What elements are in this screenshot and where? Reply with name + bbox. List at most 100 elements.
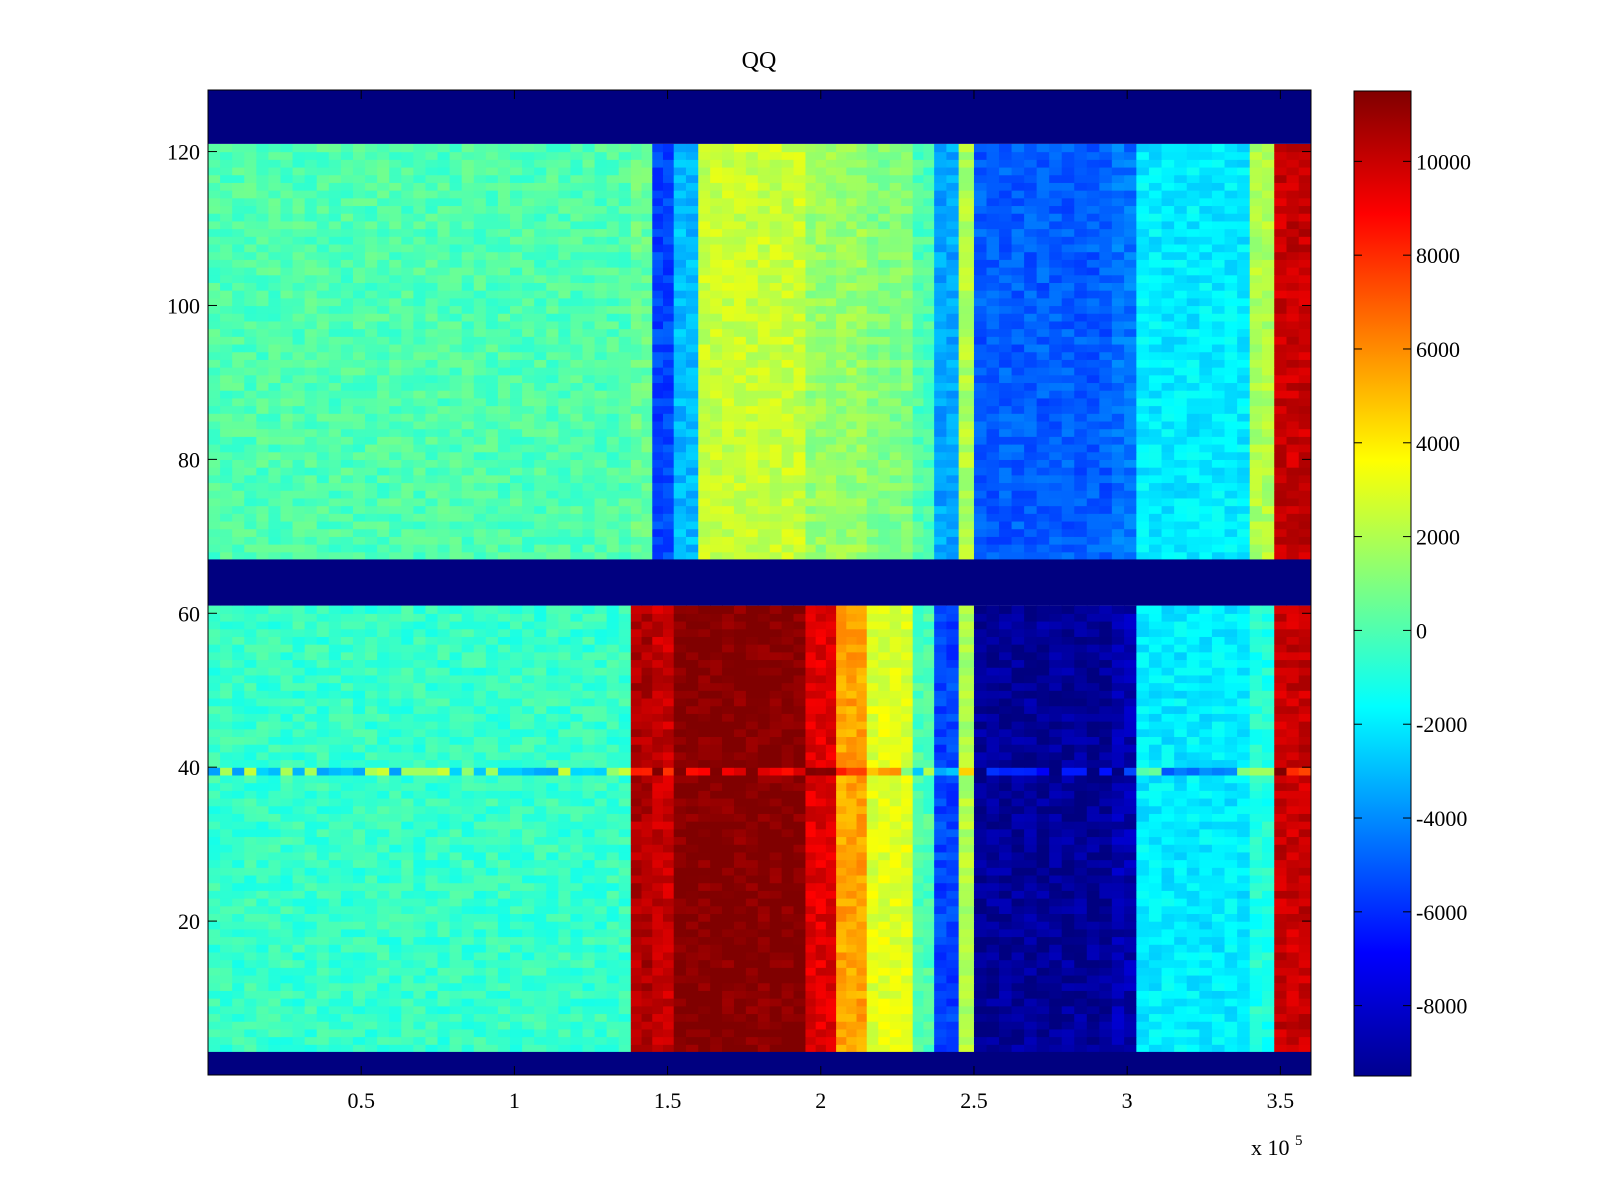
- heatmap-cell: [1011, 520, 1025, 530]
- heatmap-cell: [1199, 390, 1213, 399]
- heatmap-cell: [280, 367, 294, 376]
- heatmap-cell: [1024, 382, 1038, 391]
- heatmap-cell: [698, 497, 711, 507]
- heatmap-cell: [836, 467, 847, 476]
- heatmap-cell: [1199, 320, 1213, 330]
- heatmap-cell: [805, 274, 817, 283]
- heatmap-cell: [710, 313, 723, 322]
- heatmap-cell: [220, 451, 233, 460]
- heatmap-cell: [1111, 166, 1125, 176]
- heatmap-cell: [757, 220, 771, 230]
- heatmap-cell: [710, 459, 723, 468]
- heatmap-cell: [437, 266, 451, 276]
- heatmap-cell: [1136, 328, 1150, 337]
- heatmap-cell: [825, 467, 837, 476]
- heatmap-cell: [534, 151, 547, 160]
- heatmap-cell: [377, 213, 390, 222]
- heatmap-cell: [328, 467, 342, 476]
- heatmap-cell: [534, 166, 547, 176]
- heatmap-cell: [1298, 190, 1311, 199]
- heatmap-cell: [292, 505, 306, 514]
- heatmap-cell: [986, 436, 1000, 445]
- heatmap-cell: [570, 551, 584, 561]
- heatmap-cell: [1224, 228, 1238, 237]
- heatmap-cell: [1249, 351, 1263, 360]
- heatmap-cell: [793, 220, 807, 230]
- heatmap-cell: [546, 282, 559, 291]
- heatmap-cell: [534, 428, 547, 437]
- heatmap-cell: [377, 390, 390, 399]
- heatmap-cell: [340, 205, 354, 214]
- heatmap-cell: [208, 259, 221, 268]
- heatmap-cell: [582, 205, 596, 214]
- heatmap-cell: [878, 182, 891, 191]
- heatmap-cell: [901, 397, 914, 407]
- heatmap-cell: [280, 359, 294, 368]
- heatmap-cell: [389, 497, 402, 507]
- heatmap-cell: [510, 428, 523, 437]
- heatmap-cell: [934, 166, 947, 176]
- heatmap-cell: [1261, 336, 1275, 345]
- heatmap-cell: [461, 328, 475, 337]
- heatmap-cell: [352, 228, 366, 237]
- heatmap-cell: [934, 497, 947, 507]
- heatmap-cell: [1011, 482, 1025, 491]
- heatmap-cell: [268, 405, 282, 414]
- heatmap-cell: [946, 297, 960, 307]
- heatmap-cell: [836, 213, 847, 222]
- heatmap-cell: [946, 213, 960, 222]
- heatmap-cell: [1298, 513, 1311, 522]
- heatmap-cell: [510, 166, 523, 176]
- heatmap-cell: [232, 505, 245, 514]
- heatmap-cell: [352, 482, 366, 491]
- heatmap-cell: [510, 205, 523, 214]
- heatmap-cell: [710, 143, 723, 153]
- heatmap-cell: [698, 343, 711, 353]
- heatmap-cell: [1024, 251, 1038, 260]
- heatmap-cell: [673, 251, 687, 260]
- heatmap-cell: [449, 459, 463, 468]
- heatmap-cell: [1211, 413, 1226, 422]
- heatmap-cell: [352, 528, 366, 537]
- heatmap-cell: [570, 182, 584, 191]
- heatmap-cell: [316, 451, 330, 460]
- heatmap-cell: [815, 290, 827, 299]
- heatmap-cell: [815, 474, 827, 484]
- heatmap-cell: [1099, 297, 1113, 307]
- heatmap-cell: [497, 390, 511, 399]
- heatmap-cell: [220, 228, 233, 237]
- heatmap-cell: [866, 220, 879, 230]
- heatmap-cell: [1274, 390, 1288, 399]
- heatmap-cell: [365, 405, 378, 414]
- heatmap-cell: [710, 474, 723, 484]
- heatmap-cell: [244, 313, 257, 322]
- heatmap-cell: [1237, 451, 1251, 460]
- heatmap-cell: [220, 251, 233, 260]
- heatmap-cell: [958, 513, 975, 522]
- heatmap-cell: [878, 397, 891, 407]
- heatmap-cell: [946, 505, 960, 514]
- heatmap-cell: [461, 197, 475, 207]
- heatmap-cell: [710, 467, 723, 476]
- heatmap-cell: [1074, 536, 1088, 545]
- heatmap-cell: [1099, 536, 1113, 545]
- heatmap-cell: [352, 259, 366, 268]
- heatmap-cell: [673, 266, 687, 276]
- heatmap-cell: [958, 336, 975, 345]
- heatmap-cell: [912, 351, 925, 360]
- heatmap-cell: [999, 274, 1013, 283]
- heatmap-cell: [662, 228, 675, 237]
- heatmap-cell: [594, 266, 608, 276]
- heatmap-cell: [522, 266, 535, 276]
- heatmap-cell: [793, 413, 807, 422]
- heatmap-cell: [733, 151, 747, 160]
- heatmap-cell: [389, 351, 402, 360]
- heatmap-cell: [1049, 513, 1063, 522]
- heatmap-cell: [280, 143, 294, 153]
- heatmap-cell: [1186, 282, 1200, 291]
- heatmap-cell: [846, 190, 858, 199]
- heatmap-cell: [722, 443, 735, 453]
- heatmap-cell: [825, 390, 837, 399]
- heatmap-cell: [1086, 382, 1100, 391]
- heatmap-cell: [673, 405, 687, 414]
